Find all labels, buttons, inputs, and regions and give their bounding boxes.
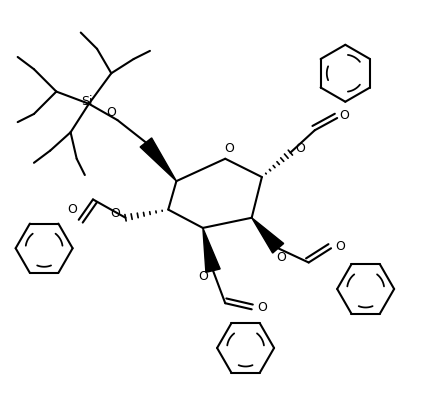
- Polygon shape: [203, 228, 220, 272]
- Text: O: O: [225, 142, 234, 155]
- Polygon shape: [140, 138, 176, 181]
- Text: O: O: [276, 251, 287, 264]
- Text: O: O: [295, 142, 306, 155]
- Text: O: O: [198, 270, 208, 283]
- Text: O: O: [106, 106, 116, 119]
- Text: O: O: [340, 109, 349, 123]
- Text: O: O: [68, 203, 78, 216]
- Polygon shape: [252, 218, 284, 253]
- Text: O: O: [111, 207, 120, 220]
- Text: Si: Si: [81, 95, 92, 108]
- Text: O: O: [257, 301, 267, 314]
- Text: O: O: [335, 240, 345, 253]
